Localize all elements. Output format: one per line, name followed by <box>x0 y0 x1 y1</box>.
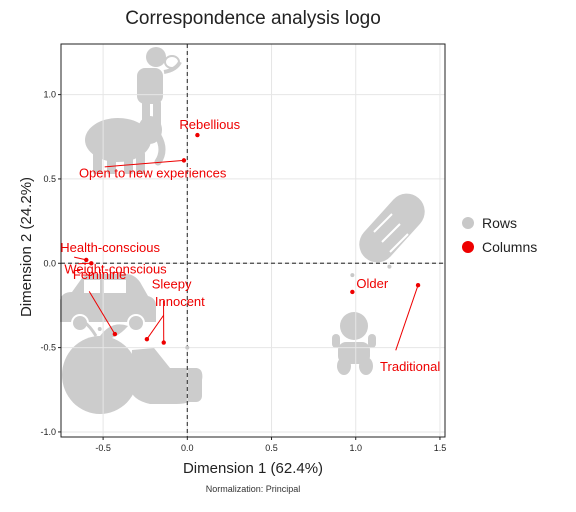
column-point <box>181 158 187 163</box>
thumbs-up-icon <box>130 348 203 404</box>
row-point <box>350 273 355 278</box>
legend-label: Columns <box>482 239 537 255</box>
icon-layer <box>60 47 425 414</box>
y-tick-label: 1.0 <box>43 90 56 100</box>
plot-area: Rebellious Open to new experiences Health-… <box>60 117 440 374</box>
y-axis-title: Dimension 2 (24.2%) <box>18 177 35 317</box>
column-point <box>89 261 94 266</box>
column-label: Traditional <box>380 359 440 374</box>
column-point <box>350 289 355 295</box>
column-point <box>195 132 200 138</box>
bread-icon <box>359 193 425 263</box>
plot-frame <box>60 43 446 438</box>
normalization-note: Normalization: Principal <box>206 484 301 494</box>
y-tick-label: -1.0 <box>40 427 56 437</box>
column-label: Open to new experiences <box>79 165 227 180</box>
column-label: Innocent <box>155 294 205 309</box>
column-label: Sleepy <box>152 277 192 292</box>
x-tick-label: 1.5 <box>434 443 447 453</box>
legend-swatch <box>462 241 474 253</box>
legend-label: Rows <box>482 215 517 231</box>
leader-line <box>395 285 419 351</box>
y-tick-label: -0.5 <box>40 343 56 353</box>
x-tick-label: -0.5 <box>95 443 111 453</box>
x-axis-title: Dimension 1 (62.4%) <box>183 460 323 477</box>
car-icon <box>60 274 156 332</box>
row-point <box>185 345 190 350</box>
axes: -0.5 0.0 0.5 1.0 1.5 -1.0 -0.5 0.0 0.5 1.0 <box>40 43 447 453</box>
y-tick-label: 0.5 <box>43 174 56 184</box>
column-label: Health-conscious <box>60 240 160 255</box>
column-point <box>415 282 421 288</box>
x-tick-label: 0.5 <box>265 443 278 453</box>
column-label: Feminine <box>73 267 126 282</box>
x-tick-label: 1.0 <box>349 443 362 453</box>
column-label: Weight-conscious <box>64 261 167 276</box>
apple-icon <box>62 320 138 414</box>
man-with-elephant-icon <box>85 47 182 174</box>
leader-line <box>88 291 116 335</box>
legend-swatch <box>462 217 474 229</box>
column-label: Older <box>356 276 388 291</box>
leader-line <box>104 159 184 168</box>
column-point <box>112 331 118 337</box>
column-point <box>144 336 150 342</box>
leader-line <box>146 314 165 340</box>
y-tick-label: 0.0 <box>43 258 56 268</box>
column-label: Rebellious <box>179 117 240 132</box>
column-point <box>161 340 166 345</box>
chart-title: Correspondence analysis logo <box>125 8 381 29</box>
row-point <box>97 327 102 332</box>
legend: Rows Columns <box>462 215 537 255</box>
x-tick-label: 0.0 <box>181 443 194 453</box>
baby-icon <box>332 312 376 375</box>
column-point <box>84 257 89 263</box>
row-point <box>387 264 392 269</box>
